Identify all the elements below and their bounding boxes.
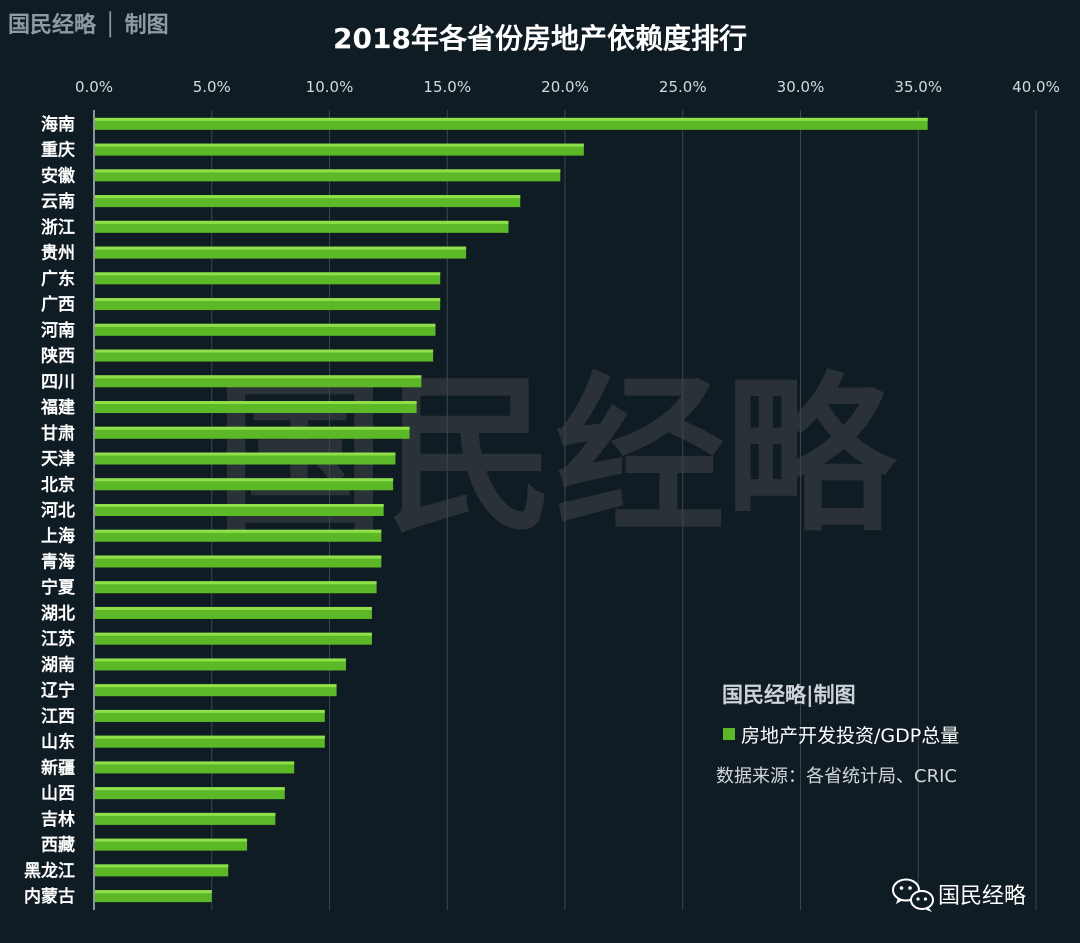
bar-highlight — [95, 323, 436, 327]
category-labels: 海南重庆安徽云南浙江贵州广东广西河南陕西四川福建甘肃天津北京河北上海青海宁夏湖北… — [24, 114, 76, 907]
category-label: 湖南 — [41, 654, 75, 675]
bar-highlight — [95, 169, 561, 173]
category-label: 海南 — [41, 114, 75, 135]
bar-highlight — [95, 504, 384, 507]
bar-highlight — [95, 864, 229, 868]
source-note: 数据来源：各省统计局、CRIC — [716, 766, 957, 787]
category-label: 四川 — [41, 372, 75, 392]
x-tick-label: 25.0% — [659, 78, 707, 96]
bar-highlight — [95, 143, 584, 147]
bar-highlight — [95, 555, 382, 559]
bar-highlight — [95, 246, 467, 250]
category-label: 云南 — [41, 191, 75, 212]
bar-highlight — [95, 195, 521, 199]
category-label: 湖北 — [41, 604, 75, 624]
category-label: 内蒙古 — [24, 886, 75, 907]
category-label: 陕西 — [41, 346, 75, 367]
category-label: 吉林 — [41, 809, 75, 830]
bar-highlight — [95, 761, 295, 765]
bar-highlight — [95, 272, 441, 276]
bar-highlight — [95, 606, 372, 610]
bar-highlight — [95, 375, 422, 379]
category-label: 河南 — [41, 320, 75, 341]
category-label: 广东 — [41, 268, 75, 289]
legend-brand: 国民经略|制图 — [722, 682, 856, 707]
bar-highlight — [95, 787, 285, 791]
category-label: 江苏 — [41, 629, 75, 650]
category-label: 甘肃 — [41, 423, 75, 444]
chart-title: 2018年各省份房地产依赖度排行 — [333, 22, 747, 55]
category-label: 新疆 — [41, 757, 75, 778]
bar-highlight — [95, 709, 325, 713]
bar-highlight — [95, 581, 377, 585]
category-label: 宁夏 — [41, 577, 76, 598]
legend-swatch — [723, 728, 735, 740]
bar-highlight — [95, 838, 248, 842]
bar-highlight — [95, 632, 372, 636]
x-tick-label: 30.0% — [777, 78, 825, 96]
category-label: 天津 — [41, 449, 75, 470]
bar-highlight — [95, 529, 382, 533]
bar-highlight — [95, 735, 325, 739]
bar — [95, 246, 467, 259]
bar-highlight — [95, 658, 346, 662]
bar-highlight — [95, 890, 212, 894]
legend: 国民经略|制图 房地产开发投资/GDP总量 数据来源：各省统计局、CRIC — [716, 682, 959, 787]
category-label: 江西 — [41, 707, 75, 727]
wechat-icon — [892, 878, 934, 912]
x-tick-labels: 0.0% 5.0% 10.0% 15.0% 20.0% 25.0% 30.0% 35.0% 40… — [75, 78, 1060, 96]
category-label: 青海 — [41, 551, 75, 572]
category-label: 广西 — [41, 294, 75, 315]
x-tick-label: 20.0% — [541, 78, 589, 96]
bar-highlight — [95, 452, 396, 456]
brand-top-left: 国民经略 │ 制图 — [8, 11, 169, 38]
category-label: 山西 — [41, 784, 75, 804]
bar-highlight — [95, 349, 434, 353]
category-label: 福建 — [40, 397, 75, 418]
category-label: 辽宁 — [41, 680, 75, 701]
bar-highlight — [95, 298, 441, 302]
x-tick-label: 10.0% — [306, 78, 354, 96]
category-label: 重庆 — [41, 140, 75, 161]
category-label: 黑龙江 — [24, 860, 75, 881]
bar-highlight — [95, 117, 928, 121]
x-tick-label: 40.0% — [1012, 78, 1060, 96]
bar-highlight — [95, 426, 410, 430]
x-tick-label: 35.0% — [894, 78, 942, 96]
category-label: 西藏 — [41, 836, 75, 856]
bar-highlight — [95, 478, 394, 482]
category-label: 浙江 — [41, 217, 75, 238]
x-tick-label: 0.0% — [75, 78, 113, 96]
bar-highlight — [95, 812, 276, 816]
legend-label: 房地产开发投资/GDP总量 — [741, 725, 959, 747]
category-label: 安徽 — [41, 165, 76, 186]
x-tick-label: 5.0% — [193, 78, 231, 96]
category-label: 上海 — [41, 526, 75, 547]
category-label: 北京 — [41, 474, 75, 495]
category-label: 山东 — [41, 732, 75, 753]
category-label: 贵州 — [41, 243, 75, 264]
footer-brand-name: 国民经略 — [938, 884, 1026, 909]
bar-highlight — [95, 401, 417, 405]
x-tick-label: 15.0% — [423, 78, 471, 96]
bar-series — [95, 117, 928, 903]
bar-highlight — [95, 220, 509, 224]
bar-highlight — [95, 684, 337, 688]
category-label: 河北 — [41, 501, 75, 521]
